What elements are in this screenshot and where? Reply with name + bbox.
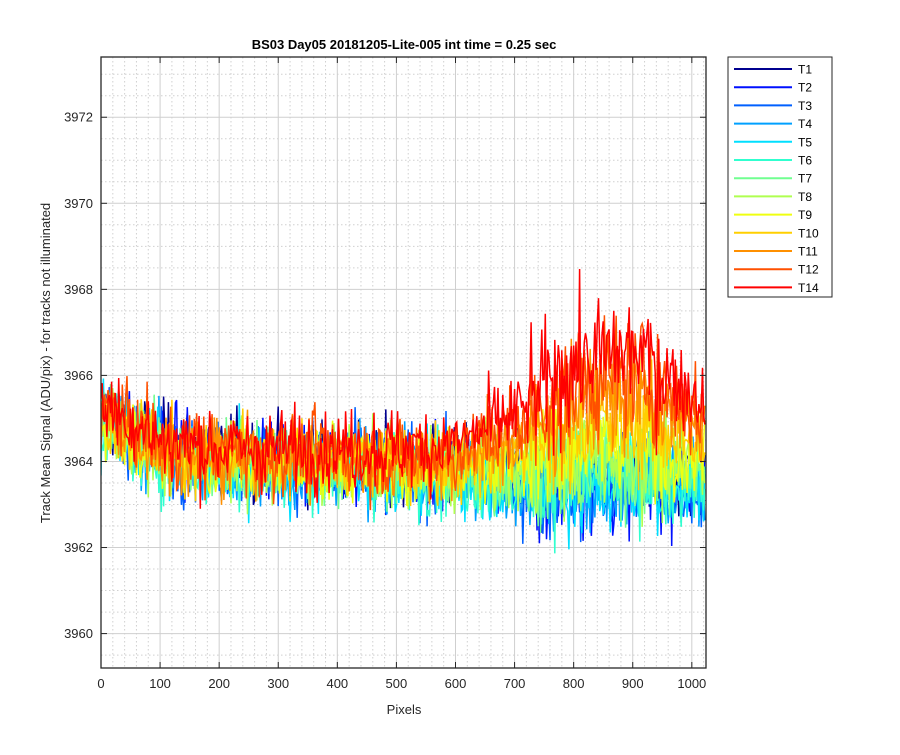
chart-title: BS03 Day05 20181205-Lite-005 int time = … [252,37,557,52]
y-axis: 3960 3962 3964 3966 3968 3970 3972 [64,110,706,641]
y-tick-label: 3964 [64,454,93,469]
legend-label-t5: T5 [798,135,812,149]
y-tick-label: 3960 [64,626,93,641]
legend-label-t8: T8 [798,190,812,204]
x-tick-label: 800 [563,676,585,691]
x-tick-label: 1000 [677,676,706,691]
y-tick-label: 3972 [64,110,93,125]
x-tick-label: 300 [267,676,289,691]
x-tick-label: 900 [622,676,644,691]
legend-label-t12: T12 [798,263,819,277]
legend-label-t4: T4 [798,117,812,131]
plot-frame [100,56,707,669]
legend-label-t10: T10 [798,226,819,240]
series-line-t14 [101,268,706,509]
legend-label-t3: T3 [798,99,812,113]
x-axis: 0 100 200 300 400 500 600 700 800 900 1000 [97,57,706,691]
x-axis-label: Pixels [387,702,422,717]
legend-label-t11: T11 [798,245,818,259]
x-tick-label: 400 [326,676,348,691]
x-tick-label: 100 [149,676,171,691]
legend-label-t14: T14 [798,281,819,295]
legend-label-t7: T7 [798,172,812,186]
legend: T1 T2 T3 T4 T5 T6 T7 T8 T9 T10 T11 T12 T14 [727,56,833,298]
x-tick-label: 0 [97,676,104,691]
y-axis-label: Track Mean Signal (ADU/pix) - for tracks… [38,203,53,523]
y-tick-label: 3962 [64,540,93,555]
y-tick-label: 3970 [64,196,93,211]
x-tick-label: 600 [445,676,467,691]
x-tick-label: 200 [208,676,230,691]
series-lines [101,268,706,554]
legend-label-t9: T9 [798,208,812,222]
legend-box [727,56,833,298]
legend-label-t1: T1 [798,63,812,77]
legend-label-t6: T6 [798,154,812,168]
y-tick-label: 3968 [64,282,93,297]
x-tick-label: 700 [504,676,526,691]
x-tick-label: 500 [386,676,408,691]
y-tick-label: 3966 [64,368,93,383]
legend-label-t2: T2 [798,81,812,95]
